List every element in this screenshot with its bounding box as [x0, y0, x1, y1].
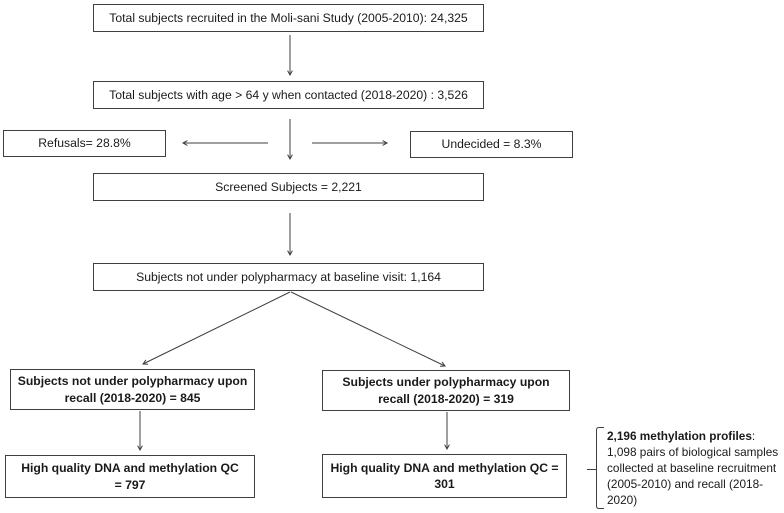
box-qc-under-polypharmacy-line2: 301 — [434, 477, 455, 491]
annotation-title: 2,196 methylation profiles — [607, 429, 752, 443]
box-recall-under-polypharmacy-line2: recall (2018-2020) = 319 — [378, 391, 514, 406]
box-qc-under-polypharmacy: High quality DNA and methylation QC = 30… — [322, 454, 567, 498]
box-recall-not-under-polypharmacy: Subjects not under polypharmacy upon rec… — [10, 369, 255, 410]
bracket — [596, 427, 604, 509]
box-recall-not-under-polypharmacy-line2: recall (2018-2020) = 845 — [64, 390, 201, 405]
annotation-title-colon: : — [751, 429, 756, 443]
methylation-profiles-annotation: 2,196 methylation profiles: 1,098 pairs … — [607, 428, 783, 508]
box-baseline-no-polypharmacy: Subjects not under polypharmacy at basel… — [93, 263, 484, 291]
box-refusals-label: Refusals= 28.8% — [38, 136, 131, 151]
box-total-contacted-label: Total subjects with age > 64 y when cont… — [109, 87, 468, 102]
box-baseline-no-polypharmacy-label: Subjects not under polypharmacy at basel… — [136, 269, 441, 284]
box-screened-subjects: Screened Subjects = 2,221 — [93, 173, 484, 201]
box-qc-not-under-polypharmacy-line1: High quality DNA and methylation QC — [21, 461, 239, 476]
box-screened-subjects-label: Screened Subjects = 2,221 — [215, 179, 362, 194]
box-recall-under-polypharmacy: Subjects under polypharmacy upon recall … — [322, 370, 570, 411]
box-total-recruited-label: Total subjects recruited in the Moli-san… — [109, 10, 468, 25]
box-total-contacted: Total subjects with age > 64 y when cont… — [93, 81, 484, 109]
box-qc-not-under-polypharmacy-line2: = 797 — [114, 477, 146, 492]
box-total-recruited: Total subjects recruited in the Moli-san… — [93, 4, 484, 32]
annotation-body: 1,098 pairs of biological samples collec… — [607, 445, 779, 507]
box-recall-not-under-polypharmacy-line1: Subjects not under polypharmacy upon — [17, 374, 248, 389]
box-undecided: Undecided = 8.3% — [410, 131, 573, 158]
box-undecided-label: Undecided = 8.3% — [441, 137, 542, 152]
box-recall-under-polypharmacy-line1: Subjects under polypharmacy upon — [342, 375, 550, 390]
box-qc-under-polypharmacy-line1: High quality DNA and methylation QC = — [330, 460, 559, 475]
box-qc-not-under-polypharmacy: High quality DNA and methylation QC = 79… — [5, 455, 255, 498]
arrow-baseline-to-recall-poly — [290, 291, 446, 367]
arrow-baseline-to-recall-no-poly — [142, 291, 291, 365]
box-refusals: Refusals= 28.8% — [3, 130, 166, 157]
